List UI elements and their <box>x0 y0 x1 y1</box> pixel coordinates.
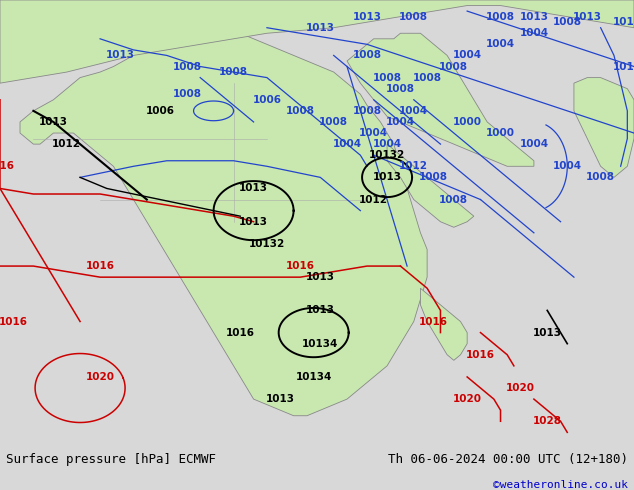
Polygon shape <box>0 0 634 83</box>
Text: 1008: 1008 <box>373 73 401 83</box>
Text: 10134: 10134 <box>302 339 339 349</box>
Text: 1008: 1008 <box>413 73 442 83</box>
Polygon shape <box>420 288 467 360</box>
Text: 1013: 1013 <box>266 394 295 404</box>
Text: 10132: 10132 <box>249 239 285 249</box>
Polygon shape <box>347 33 534 166</box>
Text: 1008: 1008 <box>219 67 248 77</box>
Text: 1004: 1004 <box>359 128 388 138</box>
Text: 1013: 1013 <box>613 17 634 27</box>
Text: 1004: 1004 <box>453 50 482 60</box>
Text: 1013: 1013 <box>239 217 268 227</box>
Text: 1004: 1004 <box>519 139 548 149</box>
Text: 1028: 1028 <box>533 416 562 426</box>
Polygon shape <box>387 144 474 227</box>
Text: 1013: 1013 <box>106 50 134 60</box>
Text: 1008: 1008 <box>172 62 202 72</box>
Text: 1020: 1020 <box>86 372 115 382</box>
Text: 1008: 1008 <box>419 172 448 182</box>
Text: 1013: 1013 <box>519 12 548 22</box>
Text: 1004: 1004 <box>386 117 415 127</box>
Text: 1013: 1013 <box>306 23 335 33</box>
Text: 1008: 1008 <box>319 117 348 127</box>
Text: 1008: 1008 <box>553 17 582 27</box>
Text: 10134: 10134 <box>295 372 332 382</box>
Text: 1013: 1013 <box>306 272 335 282</box>
Text: 1004: 1004 <box>553 161 582 172</box>
Text: 10132: 10132 <box>369 150 405 160</box>
Text: 1016: 1016 <box>86 261 115 271</box>
Text: 1004: 1004 <box>486 39 515 49</box>
Text: 1006: 1006 <box>252 95 281 105</box>
Polygon shape <box>20 17 427 416</box>
Text: ©weatheronline.co.uk: ©weatheronline.co.uk <box>493 480 628 490</box>
Text: 1013: 1013 <box>39 117 68 127</box>
Text: 1013: 1013 <box>613 62 634 72</box>
Text: 1008: 1008 <box>399 12 429 22</box>
Text: 1013: 1013 <box>306 305 335 316</box>
Text: 1013: 1013 <box>239 183 268 194</box>
Text: 1013: 1013 <box>573 12 602 22</box>
Text: 1013: 1013 <box>373 172 401 182</box>
Text: 1016: 1016 <box>0 161 15 172</box>
Text: 1016: 1016 <box>419 317 448 326</box>
Text: 1012: 1012 <box>359 195 388 204</box>
Text: 1020: 1020 <box>506 383 535 393</box>
Text: 1004: 1004 <box>332 139 361 149</box>
Text: 1008: 1008 <box>286 106 315 116</box>
Text: 1006: 1006 <box>146 106 175 116</box>
Text: Th 06-06-2024 00:00 UTC (12+180): Th 06-06-2024 00:00 UTC (12+180) <box>387 453 628 466</box>
Text: 1012: 1012 <box>399 161 429 172</box>
Text: 1016: 1016 <box>0 317 28 326</box>
Text: 1008: 1008 <box>353 106 382 116</box>
Text: 1020: 1020 <box>453 394 482 404</box>
Text: 1000: 1000 <box>486 128 515 138</box>
Text: 1008: 1008 <box>353 50 382 60</box>
Text: 1008: 1008 <box>386 84 415 94</box>
Text: 1004: 1004 <box>519 28 548 38</box>
Polygon shape <box>574 77 634 177</box>
Text: 1008: 1008 <box>172 89 202 99</box>
Text: 1004: 1004 <box>399 106 429 116</box>
Text: 1016: 1016 <box>286 261 315 271</box>
Text: 1008: 1008 <box>439 62 469 72</box>
Text: 1016: 1016 <box>226 328 255 338</box>
Text: 1004: 1004 <box>373 139 401 149</box>
Text: 1012: 1012 <box>52 139 81 149</box>
Text: 1000: 1000 <box>453 117 482 127</box>
Text: 1016: 1016 <box>466 350 495 360</box>
Text: 1013: 1013 <box>353 12 382 22</box>
Text: 1008: 1008 <box>439 195 469 204</box>
Text: 1008: 1008 <box>486 12 515 22</box>
Text: 1013: 1013 <box>533 328 562 338</box>
Text: Surface pressure [hPa] ECMWF: Surface pressure [hPa] ECMWF <box>6 453 216 466</box>
Text: 1008: 1008 <box>586 172 615 182</box>
